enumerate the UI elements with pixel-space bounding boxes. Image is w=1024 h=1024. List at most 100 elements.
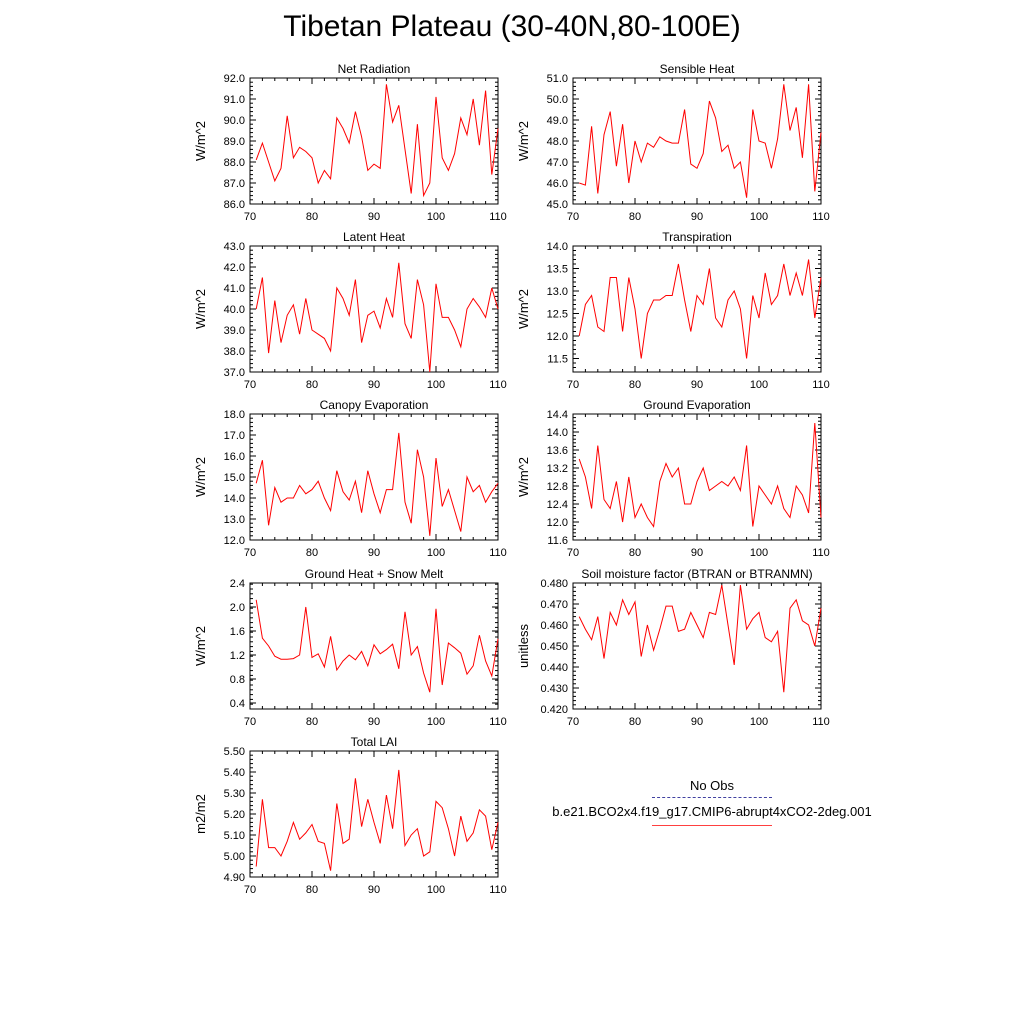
series-line xyxy=(255,599,499,693)
series-line xyxy=(255,432,499,536)
x-tick-label: 100 xyxy=(427,884,445,896)
panel-title: Ground Evaporation xyxy=(643,398,750,412)
page-title: Tibetan Plateau (30-40N,80-100E) xyxy=(283,10,741,43)
y-axis-label: W/m^2 xyxy=(516,289,531,329)
series-line xyxy=(578,259,822,359)
x-tick-label: 110 xyxy=(489,884,507,896)
y-tick-label: 37.0 xyxy=(224,367,245,379)
x-tick-label: 70 xyxy=(567,379,579,391)
y-axis-label: W/m^2 xyxy=(193,457,208,497)
y-tick-label: 0.470 xyxy=(540,599,568,611)
x-tick-label: 80 xyxy=(306,884,318,896)
x-tick-label: 90 xyxy=(691,379,703,391)
x-tick-label: 70 xyxy=(244,547,256,559)
panel-ground-heat-snow-melt: Ground Heat + Snow Melt W/m^2 70 80 90 100 110… xyxy=(193,567,507,728)
x-tick-label: 90 xyxy=(691,211,703,223)
plot-frame xyxy=(572,77,822,205)
y-tick-label: 4.90 xyxy=(224,872,245,884)
y-tick-label: 13.6 xyxy=(547,445,568,457)
y-tick-label: 15.0 xyxy=(224,472,245,484)
x-tick-label: 110 xyxy=(489,211,507,223)
x-tick-label: 80 xyxy=(306,379,318,391)
panel-title: Latent Heat xyxy=(343,230,406,244)
legend-obs-label: No Obs xyxy=(689,778,735,793)
y-tick-label: 12.5 xyxy=(547,309,568,321)
x-tick-label: 80 xyxy=(629,379,641,391)
y-tick-label: 0.430 xyxy=(540,683,568,695)
y-tick-label: 90.0 xyxy=(224,115,245,127)
plot-frame xyxy=(249,750,499,878)
plot-frame xyxy=(249,77,499,205)
y-tick-label: 48.0 xyxy=(547,136,568,148)
y-tick-label: 1.2 xyxy=(230,650,245,662)
x-tick-label: 110 xyxy=(812,547,830,559)
y-tick-label: 42.0 xyxy=(224,262,245,274)
y-tick-label: 5.20 xyxy=(224,809,245,821)
x-tick-label: 100 xyxy=(750,547,768,559)
x-tick-label: 70 xyxy=(567,211,579,223)
y-tick-label: 14.0 xyxy=(547,427,568,439)
y-tick-label: 12.0 xyxy=(547,331,568,343)
y-tick-label: 43.0 xyxy=(224,241,245,253)
y-tick-label: 14.0 xyxy=(224,493,245,505)
y-axis-label: m2/m2 xyxy=(193,794,208,834)
series-line xyxy=(255,769,499,871)
y-tick-label: 2.4 xyxy=(230,578,245,590)
y-tick-label: 41.0 xyxy=(224,283,245,295)
panel-title: Net Radiation xyxy=(338,62,411,76)
y-tick-label: 92.0 xyxy=(224,73,245,85)
x-tick-label: 110 xyxy=(489,379,507,391)
x-tick-label: 80 xyxy=(629,716,641,728)
y-tick-label: 2.0 xyxy=(230,602,245,614)
y-tick-label: 91.0 xyxy=(224,94,245,106)
y-tick-label: 38.0 xyxy=(224,346,245,358)
y-tick-label: 17.0 xyxy=(224,430,245,442)
y-tick-label: 0.4 xyxy=(230,698,245,710)
series-line xyxy=(255,262,499,373)
y-tick-label: 11.5 xyxy=(547,354,568,366)
x-tick-label: 90 xyxy=(691,716,703,728)
y-axis-label: W/m^2 xyxy=(193,289,208,329)
y-tick-label: 39.0 xyxy=(224,325,245,337)
x-tick-label: 100 xyxy=(750,716,768,728)
y-tick-label: 49.0 xyxy=(547,115,568,127)
series-line xyxy=(255,84,499,198)
series-line xyxy=(578,422,822,528)
y-tick-label: 89.0 xyxy=(224,136,245,148)
y-tick-label: 11.6 xyxy=(547,535,568,547)
x-tick-label: 100 xyxy=(427,547,445,559)
panel-latent-heat: Latent Heat W/m^2 70 80 90 100 110 37.0 38.0 39.0… xyxy=(193,230,507,391)
y-tick-label: 14.4 xyxy=(547,409,568,421)
x-tick-label: 100 xyxy=(750,211,768,223)
legend-case-line xyxy=(652,825,772,826)
series-line xyxy=(578,584,822,693)
y-tick-label: 51.0 xyxy=(547,73,568,85)
y-axis-label: W/m^2 xyxy=(516,457,531,497)
x-tick-label: 110 xyxy=(489,716,507,728)
series-line xyxy=(579,84,822,198)
x-tick-label: 90 xyxy=(691,547,703,559)
x-tick-label: 110 xyxy=(489,547,507,559)
x-tick-label: 70 xyxy=(567,547,579,559)
panel-title: Soil moisture factor (BTRAN or BTRANMN) xyxy=(581,567,812,581)
x-tick-label: 110 xyxy=(812,379,830,391)
y-tick-label: 5.40 xyxy=(224,767,245,779)
y-tick-label: 12.4 xyxy=(547,499,568,511)
x-tick-label: 70 xyxy=(244,716,256,728)
legend: No Obs b.e21.BCO2x4.f19_g17.CMIP6-abrupt… xyxy=(512,778,912,826)
panel-total-lai: Total LAI m2/m2 70 80 90 100 110 4.90 5.00 5.10 5.… xyxy=(193,735,507,896)
x-tick-label: 110 xyxy=(812,716,830,728)
x-tick-label: 70 xyxy=(244,884,256,896)
x-tick-label: 70 xyxy=(567,716,579,728)
panel-title: Canopy Evaporation xyxy=(320,398,429,412)
y-tick-label: 12.8 xyxy=(547,481,568,493)
y-tick-label: 46.0 xyxy=(547,178,568,190)
legend-obs-line xyxy=(652,797,772,798)
x-tick-label: 80 xyxy=(306,211,318,223)
x-tick-label: 80 xyxy=(629,211,641,223)
y-tick-label: 14.0 xyxy=(547,241,568,253)
y-tick-label: 16.0 xyxy=(224,451,245,463)
y-tick-label: 0.440 xyxy=(540,662,568,674)
panel-ground-evaporation: Ground Evaporation W/m^2 70 80 90 100 110 11.6 1… xyxy=(516,398,830,559)
